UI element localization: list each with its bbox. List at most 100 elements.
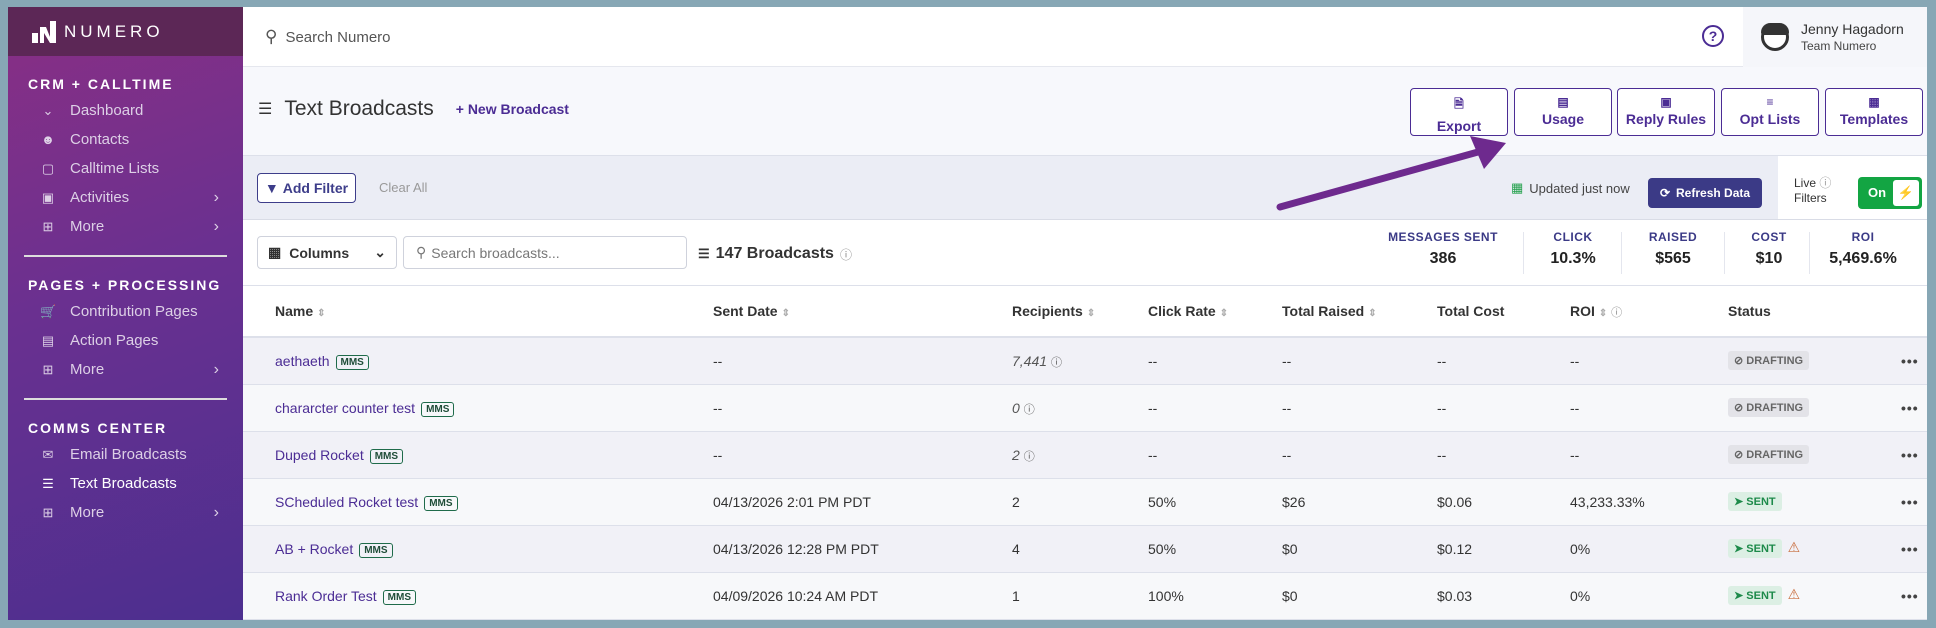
sidebar-item-contribution-pages[interactable]: 🛒 Contribution Pages xyxy=(8,297,243,326)
app-window: NUMERO CRM + CALLTIME ⌄ Dashboard ☻ Contacts… xyxy=(8,7,1927,620)
sidebar-item-label: Action Pages xyxy=(70,332,159,349)
warning-icon: ⚠ xyxy=(1787,539,1801,555)
more-actions-icon[interactable]: ••• xyxy=(1901,447,1919,463)
stat-raised: RAISED $565 xyxy=(1648,230,1698,267)
total-cost: $0.12 xyxy=(1437,541,1473,557)
recipients: 7,441 ⓘ xyxy=(1012,353,1062,369)
logo-icon xyxy=(32,20,56,43)
table-row[interactable]: Rank Order Test MMS 04/09/2026 10:24 AM P… xyxy=(243,573,1927,620)
table-row[interactable]: aethaeth MMS -- 7,441 ⓘ -- -- -- -- ⊘ DRA… xyxy=(243,338,1927,385)
send-icon: ➤ xyxy=(1734,496,1744,508)
column-header[interactable]: Name ⇕ xyxy=(275,303,326,319)
sidebar-item-email-broadcasts[interactable]: ✉ Email Broadcasts xyxy=(8,440,243,469)
table-row[interactable]: SCheduled Rocket test MMS 04/13/2026 2:01… xyxy=(243,479,1927,526)
opt-lists-button[interactable]: ≡ Opt Lists xyxy=(1721,88,1819,136)
sidebar-item-calltime-lists[interactable]: ▢ Calltime Lists xyxy=(8,154,243,183)
global-search[interactable]: ⚲ Search Numero xyxy=(265,27,391,47)
recipients: 2 ⓘ xyxy=(1012,447,1035,463)
message-icon: ☰ xyxy=(42,475,54,491)
column-header[interactable]: Total Raised ⇕ xyxy=(1282,303,1377,319)
broadcast-name-link[interactable]: Duped Rocket xyxy=(275,447,364,463)
sidebar-item-action-pages[interactable]: ▤ Action Pages xyxy=(8,326,243,355)
sidebar-item-more[interactable]: ⊞ More › xyxy=(8,355,243,384)
email-icon: ✉ xyxy=(42,446,54,462)
sidebar-item-activities[interactable]: ▣ Activities › xyxy=(8,183,243,212)
reply-rules-button[interactable]: ▣ Reply Rules xyxy=(1617,88,1715,136)
more-actions-icon[interactable]: ••• xyxy=(1901,353,1919,369)
broadcast-search-input[interactable]: ⚲ Search broadcasts... xyxy=(403,236,687,269)
columns-dropdown[interactable]: ▦ Columns ⌄ xyxy=(257,236,397,269)
chevron-right-icon: › xyxy=(213,360,219,378)
user-menu[interactable]: Jenny Hagadorn Team Numero xyxy=(1743,7,1927,67)
recipients: 1 xyxy=(1012,588,1020,604)
broadcast-name-link[interactable]: Rank Order Test xyxy=(275,588,377,604)
broadcast-name-link[interactable]: AB + Rocket xyxy=(275,541,354,557)
sidebar-item-label: Email Broadcasts xyxy=(70,446,187,463)
refresh-data-button[interactable]: ⟳ Refresh Data xyxy=(1648,178,1762,208)
top-bar: ⚲ Search Numero ? Jenny Hagadorn Team Nume… xyxy=(243,7,1927,67)
logo[interactable]: NUMERO xyxy=(8,7,243,56)
sent-date: 04/13/2026 2:01 PM PDT xyxy=(713,494,871,510)
clear-all-button[interactable]: Clear All xyxy=(379,180,428,195)
column-header[interactable]: Click Rate ⇕ xyxy=(1148,303,1229,319)
recipients: 4 xyxy=(1012,541,1020,557)
column-header[interactable]: Sent Date ⇕ xyxy=(713,303,790,319)
templates-button[interactable]: ▦ Templates xyxy=(1825,88,1923,136)
sidebar-item-contacts[interactable]: ☻ Contacts xyxy=(8,125,243,154)
filters-label: Filters xyxy=(1794,191,1827,205)
chevron-right-icon: › xyxy=(213,188,219,206)
live-filters-toggle[interactable]: On ⚡ xyxy=(1858,177,1922,209)
sidebar-item-label: Contacts xyxy=(70,131,130,148)
total-cost: -- xyxy=(1437,447,1447,463)
column-header[interactable]: ROI ⇕ ⓘ xyxy=(1570,303,1623,319)
chevron-right-icon: › xyxy=(213,503,219,521)
broadcast-name-link[interactable]: SCheduled Rocket test xyxy=(275,494,419,510)
sidebar-item-more[interactable]: ⊞ More › xyxy=(8,212,243,241)
roi: 43,233.33% xyxy=(1570,494,1645,510)
filter-bar: ▼ Add Filter Clear All ▦ Updated just now … xyxy=(243,156,1778,220)
live-label: Live xyxy=(1794,176,1817,190)
table-row[interactable]: Duped Rocket MMS -- 2 ⓘ -- -- -- -- ⊘ DRA… xyxy=(243,432,1927,479)
roi: -- xyxy=(1570,400,1580,416)
export-button[interactable]: 🗎 Export xyxy=(1410,88,1508,136)
library-icon: ▣ xyxy=(41,189,55,205)
sort-icon[interactable]: ⇕ xyxy=(1219,308,1229,319)
page-header: ☰ Text Broadcasts + New Broadcast 🗎 Export … xyxy=(243,67,1927,156)
sort-icon[interactable]: ⇕ xyxy=(781,308,790,319)
total-cost: $0.03 xyxy=(1437,588,1473,604)
more-actions-icon[interactable]: ••• xyxy=(1901,400,1919,416)
more-actions-icon[interactable]: ••• xyxy=(1901,541,1919,557)
broadcast-name-link[interactable]: chararcter counter test xyxy=(275,400,416,416)
sort-icon[interactable]: ⇕ xyxy=(1086,308,1096,319)
total-raised: $26 xyxy=(1282,494,1306,510)
sidebar-item-text-broadcasts[interactable]: ☰ Text Broadcasts xyxy=(8,469,243,498)
status: ⊘ DRAFTING xyxy=(1728,398,1810,417)
sidebar-item-more[interactable]: ⊞ More › xyxy=(8,498,243,527)
table-row[interactable]: chararcter counter test MMS -- 0 ⓘ -- -- … xyxy=(243,385,1927,432)
usage-button[interactable]: ▤ Usage xyxy=(1514,88,1612,136)
sort-icon[interactable]: ⇕ xyxy=(317,308,326,319)
broadcast-name-link[interactable]: aethaeth xyxy=(275,353,330,369)
sort-icon[interactable]: ⇕ xyxy=(1368,308,1377,319)
info-icon: ⓘ xyxy=(1023,451,1035,463)
click-rate: -- xyxy=(1148,447,1158,463)
search-placeholder: Search Numero xyxy=(285,28,391,46)
receipt-icon: ▤ xyxy=(1557,95,1569,109)
user-team: Team Numero xyxy=(1801,39,1877,53)
send-icon: ➤ xyxy=(1734,590,1744,602)
clipboard-icon: ▤ xyxy=(41,332,55,348)
more-actions-icon[interactable]: ••• xyxy=(1901,588,1919,604)
brand-name: NUMERO xyxy=(64,21,164,41)
add-filter-button[interactable]: ▼ Add Filter xyxy=(257,173,356,203)
table-row[interactable]: AB + Rocket MMS 04/13/2026 12:28 PM PDT 4… xyxy=(243,526,1927,573)
recipients: 2 xyxy=(1012,494,1020,510)
new-broadcast-link[interactable]: + New Broadcast xyxy=(455,101,569,117)
column-header[interactable]: Recipients ⇕ xyxy=(1012,303,1096,319)
more-actions-icon[interactable]: ••• xyxy=(1901,494,1919,510)
sidebar-item-dashboard[interactable]: ⌄ Dashboard xyxy=(8,96,243,125)
column-header: Status xyxy=(1728,303,1771,319)
help-icon[interactable]: ? xyxy=(1702,25,1724,47)
cast-icon: ▢ xyxy=(41,160,55,176)
broadcast-count: ☰ 147 Broadcasts ⓘ xyxy=(698,245,852,262)
sort-icon[interactable]: ⇕ xyxy=(1598,308,1608,319)
